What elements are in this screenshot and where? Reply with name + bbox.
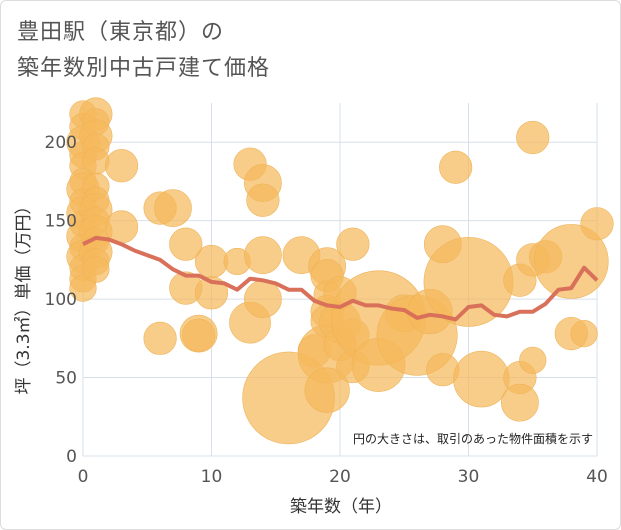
data-bubble: [143, 321, 177, 355]
chart-title-line-2: 築年数別中古戸建て価格: [17, 56, 271, 81]
data-bubble: [304, 367, 350, 413]
x-tick-label: 40: [586, 467, 608, 487]
chart-title: 豊田駅（東京都）の 築年数別中古戸建て価格: [17, 15, 270, 87]
data-bubble: [423, 236, 514, 327]
x-tick-label: 30: [458, 467, 480, 487]
data-bubble: [580, 207, 614, 241]
y-axis-title: 坪（3.3㎡）単価（万円）: [14, 197, 34, 394]
trend-line: [82, 235, 599, 322]
bubble-size-note: 円の大きさは、取引のあった物件面積を示す: [353, 431, 593, 446]
data-bubble: [243, 236, 282, 275]
y-tick-label: 100: [45, 290, 77, 310]
data-bubble: [570, 320, 598, 348]
y-tick-label: 50: [55, 369, 77, 389]
data-bubble: [82, 255, 110, 283]
data-bubble: [69, 274, 97, 302]
data-bubble: [104, 149, 139, 183]
data-bubble: [519, 346, 547, 374]
x-axis-title: 築年数（年）: [290, 497, 392, 517]
data-bubble: [439, 150, 473, 184]
data-bubble: [516, 120, 550, 155]
data-bubble: [336, 227, 370, 261]
data-bubble: [169, 227, 203, 261]
bubble-layer: [66, 97, 614, 445]
data-bubble: [243, 280, 282, 319]
data-bubble: [194, 244, 229, 279]
y-tick-label: 150: [45, 212, 77, 232]
data-bubble: [533, 224, 609, 299]
x-tick-label: 20: [329, 467, 351, 487]
data-bubble: [501, 383, 539, 422]
data-bubble: [182, 318, 216, 352]
y-tick-labels: 0 50 100 150 200: [45, 133, 77, 467]
x-tick-label: 0: [78, 467, 89, 487]
chart-title-line-1: 豊田駅（東京都）の: [17, 20, 225, 45]
y-tick-label: 200: [45, 133, 77, 153]
x-tick-label: 10: [201, 467, 223, 487]
data-bubble: [154, 189, 192, 228]
data-bubble: [82, 147, 110, 175]
data-bubble: [453, 350, 510, 408]
y-tick-label: 0: [66, 447, 77, 467]
x-tick-labels: 0 10 20 30 40: [78, 467, 608, 487]
data-bubble: [246, 183, 280, 217]
